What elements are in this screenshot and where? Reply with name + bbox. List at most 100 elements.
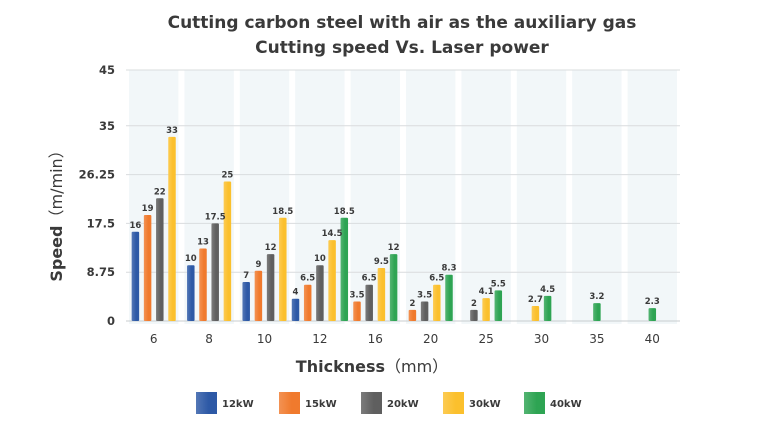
- bar-30kW-20: [433, 284, 441, 321]
- bar-30kW-12: [328, 240, 336, 321]
- x-tick-label: 10: [257, 332, 272, 346]
- data-label: 8.3: [441, 264, 456, 274]
- bar-15kW-8: [199, 248, 207, 321]
- bars: [131, 136, 657, 321]
- bar-12kW-6: [131, 231, 140, 321]
- legend-item-15kW: 15kW: [279, 392, 337, 414]
- data-label: 4.1: [479, 287, 494, 297]
- x-tick-label: 6: [150, 332, 158, 346]
- data-label: 19: [142, 204, 154, 214]
- data-label: 16: [129, 221, 141, 231]
- legend-label: 20kW: [387, 399, 419, 410]
- y-tick-labels: 0 8.75 17.5 26.25 35 45: [79, 63, 115, 328]
- bar-20kW-25: [470, 309, 478, 321]
- data-label: 2: [471, 299, 477, 309]
- data-label: 7: [243, 271, 249, 281]
- x-tick-label: 20: [423, 332, 438, 346]
- y-axis-label-text: Speed: [47, 226, 66, 282]
- legend-item-30kW: 30kW: [443, 392, 501, 414]
- data-label: 12: [265, 243, 277, 253]
- bar-30kW-8: [223, 181, 232, 321]
- bar-30kW-10: [279, 217, 287, 321]
- data-label: 18.5: [272, 207, 293, 217]
- data-labels: 16192233101317.525791218.546.51014.518.5…: [129, 126, 659, 309]
- bar-40kW-12: [340, 217, 349, 321]
- chart-title-line-1: Cutting carbon steel with air as the aux…: [168, 13, 637, 33]
- x-axis-label-unit: （mm）: [385, 357, 448, 376]
- data-label: 6.5: [429, 274, 444, 284]
- data-label: 6.5: [362, 274, 377, 284]
- legend: 12kW 15kW 20kW 30kW 40kW: [196, 392, 582, 414]
- bar-40kW-16: [389, 254, 398, 321]
- legend-item-12kW: 12kW: [196, 392, 254, 414]
- y-tick-label: 0: [107, 314, 115, 328]
- bar-40kW-40: [648, 308, 657, 321]
- bar-20kW-10: [266, 254, 275, 321]
- bar-15kW-16: [353, 301, 361, 321]
- data-label: 4.5: [540, 285, 555, 295]
- category-panel: [461, 70, 511, 324]
- x-axis-label-text: Thickness: [296, 357, 385, 376]
- x-tick-label: 35: [589, 332, 604, 346]
- data-label: 10: [314, 254, 326, 264]
- y-axis-label: Speed（m/min）: [47, 142, 66, 281]
- legend-label: 15kW: [305, 399, 337, 410]
- data-label: 2.3: [645, 297, 660, 307]
- y-axis-label-unit: （m/min）: [47, 142, 66, 225]
- bar-15kW-20: [408, 309, 417, 321]
- legend-label: 40kW: [550, 399, 582, 410]
- x-tick-labels: 6 8 10 12 16 20 25 30 35 40: [150, 332, 660, 346]
- bar-30kW-30: [531, 305, 540, 321]
- bar-15kW-6: [143, 215, 152, 321]
- legend-item-40kW: 40kW: [524, 392, 582, 414]
- legend-swatch: [443, 392, 464, 414]
- bar-30kW-16: [377, 268, 386, 321]
- data-label: 18.5: [334, 207, 355, 217]
- bar-30kW-25: [482, 298, 490, 321]
- bar-15kW-10: [254, 270, 263, 321]
- bar-40kW-20: [445, 274, 453, 321]
- bar-15kW-12: [303, 284, 312, 321]
- data-label: 33: [166, 126, 178, 136]
- data-label: 9.5: [374, 257, 389, 267]
- bar-20kW-12: [316, 265, 324, 321]
- category-panel: [572, 70, 622, 324]
- plot-background: [129, 70, 677, 324]
- data-label: 3.5: [349, 290, 364, 300]
- legend-swatch: [196, 392, 217, 414]
- x-tick-label: 16: [368, 332, 383, 346]
- data-label: 14.5: [322, 229, 343, 239]
- data-label: 9: [255, 260, 261, 270]
- legend-label: 12kW: [222, 399, 254, 410]
- chart-title-line-2: Cutting speed Vs. Laser power: [255, 38, 549, 58]
- data-label: 2.7: [528, 295, 543, 305]
- y-tick-label: 26.25: [79, 168, 115, 182]
- bar-40kW-25: [494, 290, 503, 321]
- data-label: 22: [154, 187, 166, 197]
- data-label: 4: [293, 288, 299, 298]
- legend-swatch: [361, 392, 382, 414]
- legend-swatch: [279, 392, 300, 414]
- x-tick-label: 12: [312, 332, 327, 346]
- bar-30kW-6: [168, 136, 176, 321]
- legend-item-20kW: 20kW: [361, 392, 419, 414]
- data-label: 3.2: [589, 292, 604, 302]
- bar-20kW-6: [156, 198, 164, 321]
- bar-20kW-16: [365, 284, 373, 321]
- grid-lines: [126, 69, 680, 322]
- category-panel: [516, 70, 567, 324]
- category-panel: [627, 70, 677, 324]
- data-label: 5.5: [491, 279, 506, 289]
- y-tick-label: 35: [99, 119, 115, 133]
- data-label: 10: [185, 254, 197, 264]
- bar-40kW-35: [593, 303, 601, 321]
- x-tick-label: 25: [478, 332, 493, 346]
- data-label: 25: [221, 171, 233, 181]
- bar-20kW-20: [420, 301, 429, 321]
- data-label: 6.5: [300, 274, 315, 284]
- legend-label: 30kW: [469, 399, 501, 410]
- data-label: 3.5: [417, 290, 432, 300]
- x-tick-label: 8: [205, 332, 213, 346]
- x-tick-label: 40: [645, 332, 660, 346]
